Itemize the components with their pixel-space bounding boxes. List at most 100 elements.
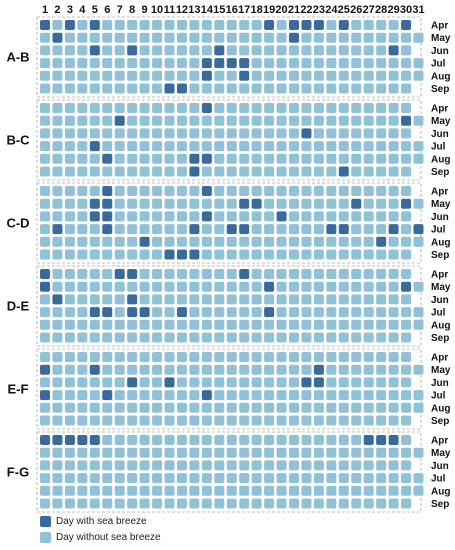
cell-no-breeze [351, 269, 362, 279]
cell-no-breeze [388, 402, 399, 413]
cell-no-breeze [40, 377, 50, 388]
day-label: 29 [387, 4, 399, 16]
cell-no-breeze [114, 415, 125, 426]
day-label: 24 [325, 4, 338, 16]
cell-no-breeze [77, 128, 88, 139]
cell-no-breeze [114, 447, 125, 458]
cell-no-breeze [313, 307, 324, 318]
cell-no-breeze [77, 364, 88, 375]
panel-label: C-D [6, 216, 29, 231]
cell-no-breeze [152, 20, 163, 30]
cell-no-breeze [189, 128, 200, 139]
cell-no-breeze [413, 447, 424, 458]
cell-no-breeze [251, 447, 262, 458]
cell-no-breeze [64, 332, 75, 343]
cell-no-breeze [214, 141, 225, 152]
cell-no-breeze [64, 415, 75, 426]
cell-no-breeze [77, 352, 88, 362]
cell-no-breeze [363, 166, 374, 177]
cell-no-breeze [301, 249, 312, 260]
cell-no-breeze [77, 332, 88, 343]
cell-no-breeze [102, 236, 113, 247]
cell-no-breeze [189, 281, 200, 292]
cell-no-breeze [313, 294, 324, 305]
cell-no-breeze [176, 128, 187, 139]
cell-no-breeze [289, 364, 299, 375]
cell-no-breeze [127, 460, 138, 471]
month-label: Jul [431, 225, 446, 236]
cell-no-breeze [251, 153, 262, 164]
cell-no-breeze [376, 485, 387, 496]
cell-no-breeze [176, 485, 187, 496]
cell-no-breeze [413, 70, 424, 81]
cell-no-breeze [338, 103, 349, 113]
cell-no-breeze [114, 281, 125, 292]
cell-no-breeze [102, 447, 113, 458]
cell-no-breeze [276, 198, 287, 209]
cell-no-breeze [326, 281, 337, 292]
cell-no-breeze [40, 498, 50, 509]
cell-breeze [351, 198, 362, 209]
cell-no-breeze [176, 211, 187, 222]
cell-no-breeze [239, 153, 250, 164]
cell-no-breeze [89, 415, 100, 426]
cell-no-breeze [401, 498, 412, 509]
cell-no-breeze [401, 473, 412, 484]
cell-no-breeze [152, 485, 163, 496]
cell-no-breeze [239, 319, 250, 330]
cell-no-breeze [152, 83, 163, 94]
cell-no-breeze [239, 249, 250, 260]
cell-no-breeze [363, 498, 374, 509]
cell-no-breeze [289, 249, 299, 260]
cell-no-breeze [376, 153, 387, 164]
cell-no-breeze [239, 20, 250, 30]
month-label: Jul [431, 474, 446, 485]
cell-no-breeze [89, 103, 100, 113]
cell-no-breeze [326, 332, 337, 343]
cell-no-breeze [226, 20, 237, 30]
cell-no-breeze [214, 224, 225, 235]
cell-no-breeze [276, 249, 287, 260]
month-label: May [431, 116, 451, 127]
cell-no-breeze [89, 281, 100, 292]
cell-no-breeze [251, 473, 262, 484]
cell-no-breeze [152, 153, 163, 164]
cell-no-breeze [52, 211, 63, 222]
cell-no-breeze [226, 70, 237, 81]
cell-no-breeze [251, 364, 262, 375]
cell-no-breeze [351, 45, 362, 56]
cell-no-breeze [276, 377, 287, 388]
cell-breeze [214, 58, 225, 69]
cell-no-breeze [77, 307, 88, 318]
cell-no-breeze [114, 485, 125, 496]
cell-no-breeze [189, 32, 200, 43]
cell-no-breeze [226, 485, 237, 496]
month-label: Jun [431, 212, 449, 223]
month-label: Jul [431, 308, 446, 319]
cell-no-breeze [313, 352, 324, 362]
cell-breeze [239, 198, 250, 209]
cell-no-breeze [264, 70, 275, 81]
cell-no-breeze [289, 269, 299, 279]
cell-no-breeze [139, 20, 150, 30]
cell-no-breeze [102, 435, 113, 445]
month-label: Aug [431, 320, 450, 331]
cell-no-breeze [351, 103, 362, 113]
cell-breeze [201, 103, 212, 113]
month-label: Apr [431, 353, 448, 364]
cell-no-breeze [401, 377, 412, 388]
cell-no-breeze [251, 32, 262, 43]
cell-no-breeze [164, 294, 175, 305]
cell-breeze [388, 45, 399, 56]
cell-no-breeze [388, 352, 399, 362]
cell-no-breeze [226, 377, 237, 388]
month-label: Apr [431, 104, 448, 115]
cell-no-breeze [338, 153, 349, 164]
cell-no-breeze [89, 352, 100, 362]
cell-no-breeze [102, 402, 113, 413]
cell-no-breeze [226, 141, 237, 152]
cell-no-breeze [52, 83, 63, 94]
cell-no-breeze [89, 224, 100, 235]
cell-no-breeze [89, 32, 100, 43]
cell-no-breeze [164, 307, 175, 318]
